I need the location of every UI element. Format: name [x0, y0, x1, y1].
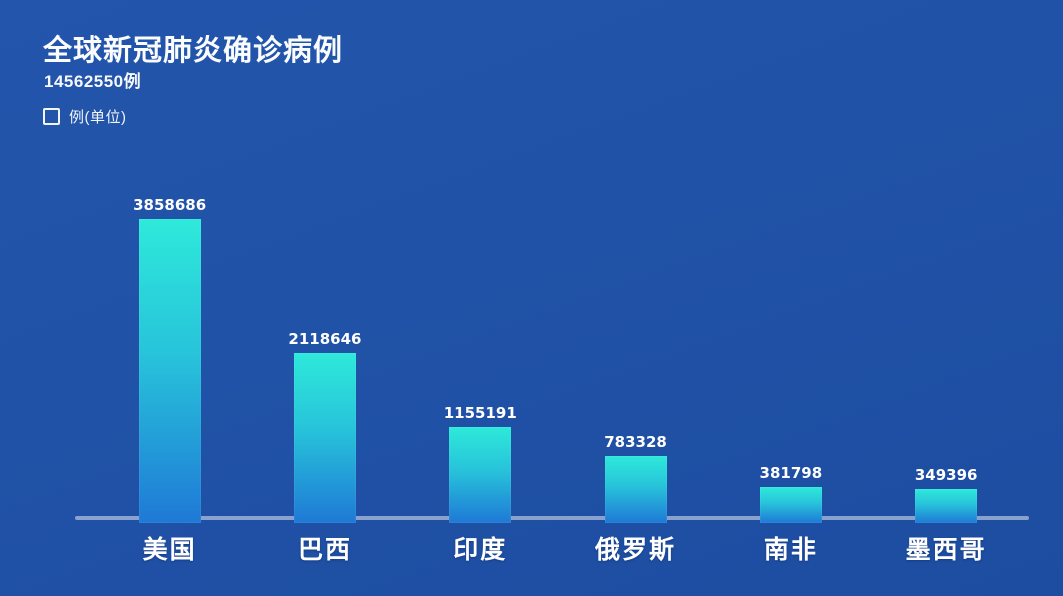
category-label: 巴西 [297, 535, 352, 564]
bar-group: 1155191 [403, 404, 558, 523]
bar-巴西[interactable] [293, 353, 356, 523]
bar-印度[interactable] [449, 427, 512, 523]
category-label: 印度 [453, 535, 508, 564]
bar-value-label: 2118646 [288, 330, 362, 348]
bar-group: 783328 [558, 433, 713, 523]
bar-value-label: 783328 [604, 433, 667, 451]
category-label: 南非 [763, 535, 818, 564]
legend-item-cases[interactable]: 例(单位) [43, 106, 127, 127]
bar-value-label: 349396 [914, 466, 978, 484]
legend-label: 例(单位) [69, 109, 127, 126]
bar-value-label: 1155191 [443, 404, 517, 422]
category-label: 美国 [142, 535, 197, 564]
bar-墨西哥[interactable] [915, 489, 978, 523]
category-label: 墨西哥 [905, 535, 987, 564]
bar-美国[interactable] [138, 219, 201, 523]
bar-group: 2118646 [247, 330, 402, 523]
bar-value-label: 381798 [759, 464, 823, 482]
bar-南非[interactable] [759, 487, 822, 523]
legend-checkbox-icon[interactable] [43, 108, 60, 125]
x-axis-line [75, 516, 1029, 520]
bar-group: 349396 [869, 466, 1024, 523]
bar-俄罗斯[interactable] [604, 456, 667, 523]
bar-value-label: 3858686 [133, 196, 207, 214]
bar-group: 381798 [713, 464, 868, 523]
chart-title: 全球新冠肺炎确诊病例 [43, 35, 344, 67]
bar-group: 3858686 [92, 196, 247, 523]
category-label: 俄罗斯 [595, 535, 677, 564]
chart-total-value: 14562550例 [44, 72, 142, 91]
